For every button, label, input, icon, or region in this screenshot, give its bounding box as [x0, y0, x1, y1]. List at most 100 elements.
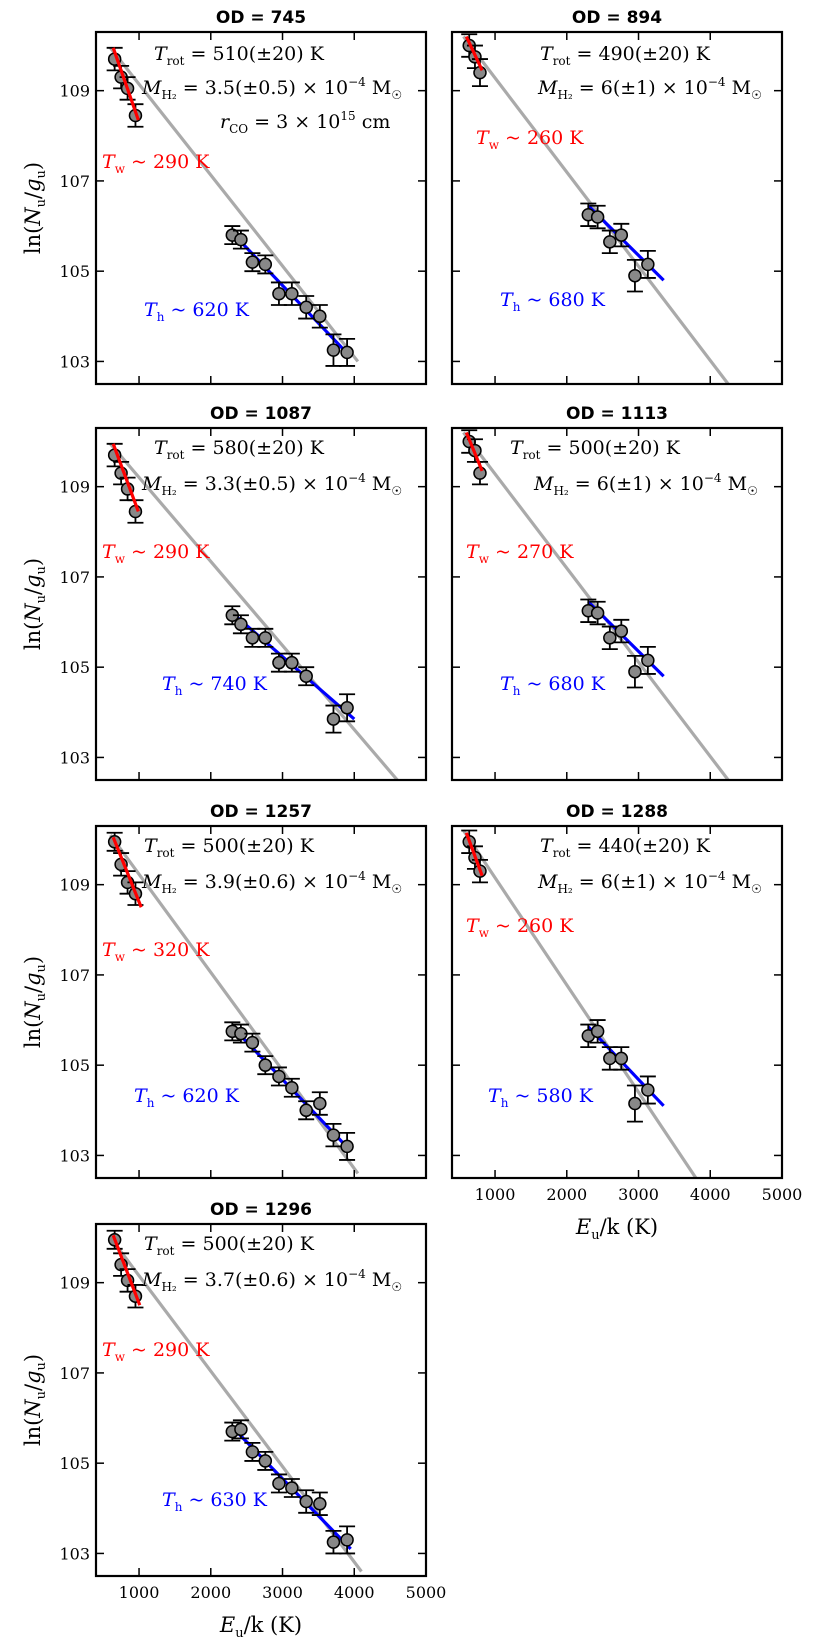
- mass-annotation: MH₂ = 3.7(±0.6) × 10−4 M☉: [141, 1267, 402, 1294]
- panel-4: OD = 1113 Trot = 500(±20) K MH₂ = 6(±1) × …: [450, 404, 784, 782]
- mass-annotation: MH₂ = 3.9(±0.6) × 10−4 M☉: [141, 869, 402, 896]
- trot-annotation: Trot = 500(±20) K: [144, 835, 315, 860]
- data-point: [298, 295, 315, 320]
- y-tick-label: 105: [59, 1056, 90, 1075]
- y-axis-label: ln(Nu/gu): [21, 956, 49, 1048]
- mass-annotation: MH₂ = 3.5(±0.5) × 10−4 M☉: [141, 75, 402, 102]
- tw-annotation: Tw ~ 260 K: [476, 127, 584, 152]
- data-point: [283, 281, 300, 306]
- x-tick-label: 4000: [690, 1185, 731, 1204]
- mass-annotation: MH₂ = 6(±1) × 10−4 M☉: [537, 869, 762, 896]
- data-point: [626, 258, 643, 293]
- th-annotation: Th ~ 620 K: [134, 1085, 240, 1110]
- data-point: [298, 1100, 315, 1121]
- plot-area: [461, 829, 698, 1178]
- plot-area: [461, 33, 730, 384]
- trot-annotation: Trot = 500(±20) K: [510, 437, 681, 462]
- tw-annotation: Tw ~ 290 K: [102, 151, 210, 176]
- y-tick-label: 105: [59, 658, 90, 677]
- tw-annotation: Tw ~ 290 K: [102, 1339, 210, 1364]
- data-point: [601, 229, 618, 255]
- tw-annotation: Tw ~ 270 K: [466, 541, 574, 566]
- panel-title: OD = 745: [216, 8, 306, 28]
- warm-fit-line: [464, 832, 484, 877]
- data-point: [283, 1077, 300, 1098]
- data-point: [639, 645, 656, 675]
- data-point: [589, 600, 606, 626]
- mass-annotation: MH₂ = 3.3(±0.5) × 10−4 M☉: [141, 471, 402, 498]
- x-tick-label: 3000: [618, 1185, 659, 1204]
- x-tick-label: 1000: [475, 1185, 516, 1204]
- trot-annotation: Trot = 510(±20) K: [154, 43, 325, 68]
- tw-annotation: Tw ~ 320 K: [102, 939, 210, 964]
- y-tick-label: 103: [59, 748, 90, 767]
- data-point: [601, 625, 618, 651]
- y-tick-label: 107: [59, 568, 90, 587]
- data-point: [339, 693, 356, 723]
- data-point: [613, 1046, 630, 1071]
- warm-fit-line: [111, 1234, 142, 1306]
- y-tick-label: 109: [59, 1274, 90, 1293]
- rot-fit-line: [462, 431, 730, 780]
- data-point: [325, 1122, 342, 1148]
- data-point: [257, 1055, 274, 1076]
- panel-frame: [94, 426, 428, 782]
- data-point: [325, 704, 342, 734]
- data-point: [311, 1491, 328, 1516]
- data-point: [311, 1091, 328, 1116]
- data-point: [298, 1489, 315, 1514]
- y-tick-label: 105: [59, 1454, 90, 1473]
- th-annotation: Th ~ 580 K: [488, 1085, 594, 1110]
- rot-fit-line: [109, 442, 399, 780]
- y-tick-label: 107: [59, 1364, 90, 1383]
- panel-title: OD = 1257: [210, 802, 312, 822]
- x-tick-label: 2000: [190, 1583, 231, 1602]
- panel-frame: [450, 824, 784, 1180]
- panel-frame: [450, 426, 784, 782]
- plot-area: [106, 1229, 363, 1573]
- panel-title: OD = 1288: [566, 802, 668, 822]
- data-point: [283, 1478, 300, 1498]
- data-point: [589, 1019, 606, 1044]
- data-point: [270, 1066, 287, 1087]
- panel-title: OD = 894: [572, 8, 662, 28]
- y-axis-label: ln(Nu/gu): [21, 1354, 49, 1446]
- y-tick-label: 103: [59, 352, 90, 371]
- panel-1: OD = 745 103 105 107 109 ln(Nu/gu) Trot = 510(…: [21, 8, 428, 386]
- data-point: [639, 1075, 656, 1105]
- trot-annotation: Trot = 580(±20) K: [154, 437, 325, 462]
- data-point: [325, 1529, 342, 1555]
- rot-fit-line: [462, 35, 730, 384]
- y-tick-label: 103: [59, 1146, 90, 1165]
- panel-frame: [94, 30, 428, 386]
- th-annotation: Th ~ 740 K: [162, 673, 268, 698]
- panel-5: OD = 1257 103 105 107 109 ln(Nu/gu) Trot = 500…: [21, 802, 428, 1180]
- x-tick-label: 3000: [262, 1583, 303, 1602]
- x-tick-label: 5000: [406, 1583, 447, 1602]
- panel-frame: [94, 1222, 428, 1578]
- warm-fit-line: [111, 836, 143, 908]
- data-point: [298, 666, 315, 687]
- plot-area: [106, 46, 360, 367]
- panel-title: OD = 1296: [210, 1200, 312, 1220]
- warm-fit-line: [111, 443, 140, 513]
- y-axis-label: ln(Nu/gu): [21, 162, 49, 254]
- y-tick-label: 103: [59, 1544, 90, 1563]
- mass-annotation: MH₂ = 6(±1) × 10−4 M☉: [537, 75, 762, 102]
- panel-title: OD = 1087: [210, 404, 312, 424]
- th-annotation: Th ~ 620 K: [144, 299, 250, 324]
- data-point: [244, 252, 261, 273]
- panel-frame: [450, 30, 784, 386]
- data-point: [232, 1419, 249, 1440]
- y-tick-label: 109: [59, 82, 90, 101]
- rco-annotation: rCO = 3 × 1015 cm: [220, 109, 390, 136]
- data-point: [257, 1450, 274, 1471]
- panel-6: OD = 1288 1000 2000 3000 4000 5000 Eu/k (K) Tro…: [450, 802, 802, 1243]
- data-point: [283, 652, 300, 673]
- panel-7: OD = 1296 103 105 107 109 1000 2000 3000 4000 500…: [21, 1200, 446, 1640]
- data-point: [244, 627, 261, 648]
- x-tick-label: 2000: [546, 1185, 587, 1204]
- data-point: [639, 249, 656, 279]
- data-point: [232, 614, 249, 635]
